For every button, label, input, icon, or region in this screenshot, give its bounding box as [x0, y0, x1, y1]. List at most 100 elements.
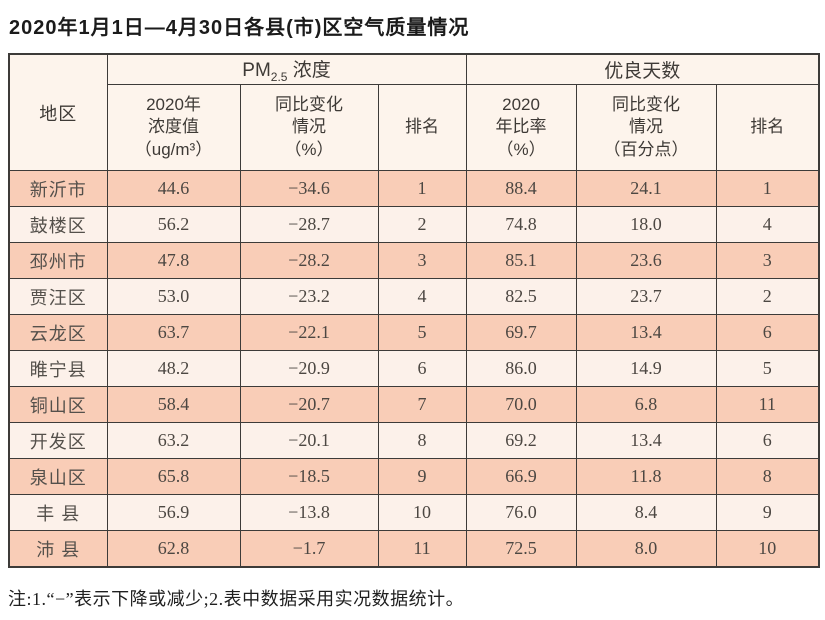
table-header: 地区 PM2.5 浓度 优良天数 2020年 浓度值 （ug/m³） 同比变化 … — [8, 53, 820, 171]
pm-rank-cell: 6 — [377, 350, 467, 387]
region-cell: 沛 县 — [8, 530, 108, 568]
pm-change-cell: −22.1 — [239, 314, 379, 351]
table-row: 开发区 63.2 −20.1 8 69.2 13.4 6 — [8, 422, 820, 459]
pm-value-cell: 53.0 — [106, 278, 241, 315]
good-change-cell: 23.6 — [575, 242, 717, 279]
pm-value-cell: 63.2 — [106, 422, 241, 459]
pm-rank-cell: 11 — [377, 530, 467, 568]
header-pm-rank: 排名 — [377, 84, 467, 171]
good-rate-cell: 72.5 — [465, 530, 577, 568]
header-pm-change: 同比变化 情况 （%） — [239, 84, 379, 171]
region-cell: 新沂市 — [8, 170, 108, 207]
good-rank-cell: 11 — [715, 386, 820, 423]
good-rate-cell: 69.7 — [465, 314, 577, 351]
pm-rank-cell: 9 — [377, 458, 467, 495]
good-change-cell: 8.4 — [575, 494, 717, 531]
pm-change-cell: −28.7 — [239, 206, 379, 243]
pm-value-cell: 58.4 — [106, 386, 241, 423]
table-row: 沛 县 62.8 −1.7 11 72.5 8.0 10 — [8, 530, 820, 568]
page-title: 2020年1月1日—4月30日各县(市)区空气质量情况 — [9, 17, 470, 39]
pm-change-cell: −20.7 — [239, 386, 379, 423]
good-change-cell: 24.1 — [575, 170, 717, 207]
table-row: 丰 县 56.9 −13.8 10 76.0 8.4 9 — [8, 494, 820, 531]
pm-change-cell: −18.5 — [239, 458, 379, 495]
region-cell: 泉山区 — [8, 458, 108, 495]
good-rank-cell: 3 — [715, 242, 820, 279]
region-cell: 邳州市 — [8, 242, 108, 279]
header-pm25-group: PM2.5 浓度 — [106, 53, 467, 85]
header-region: 地区 — [8, 53, 108, 171]
good-change-cell: 14.9 — [575, 350, 717, 387]
table-row: 睢宁县 48.2 −20.9 6 86.0 14.9 5 — [8, 350, 820, 387]
good-rate-cell: 74.8 — [465, 206, 577, 243]
good-rank-cell: 8 — [715, 458, 820, 495]
header-pm-value: 2020年 浓度值 （ug/m³） — [106, 84, 241, 171]
good-change-cell: 11.8 — [575, 458, 717, 495]
table-row: 鼓楼区 56.2 −28.7 2 74.8 18.0 4 — [8, 206, 820, 243]
region-cell: 贾汪区 — [8, 278, 108, 315]
pm-value-cell: 56.2 — [106, 206, 241, 243]
table-row: 云龙区 63.7 −22.1 5 69.7 13.4 6 — [8, 314, 820, 351]
good-change-cell: 13.4 — [575, 314, 717, 351]
table-row: 铜山区 58.4 −20.7 7 70.0 6.8 11 — [8, 386, 820, 423]
good-change-cell: 8.0 — [575, 530, 717, 568]
pm-change-cell: −23.2 — [239, 278, 379, 315]
good-rank-cell: 6 — [715, 314, 820, 351]
good-rate-cell: 69.2 — [465, 422, 577, 459]
pm-rank-cell: 3 — [377, 242, 467, 279]
region-cell: 云龙区 — [8, 314, 108, 351]
pm-value-cell: 56.9 — [106, 494, 241, 531]
pm-rank-cell: 2 — [377, 206, 467, 243]
good-rate-cell: 76.0 — [465, 494, 577, 531]
good-rate-cell: 82.5 — [465, 278, 577, 315]
footnote: 注:1.“−”表示下降或减少;2.表中数据采用实况数据统计。 — [8, 589, 465, 609]
pm-value-cell: 44.6 — [106, 170, 241, 207]
good-rank-cell: 6 — [715, 422, 820, 459]
good-rank-cell: 1 — [715, 170, 820, 207]
region-cell: 鼓楼区 — [8, 206, 108, 243]
pm-rank-cell: 10 — [377, 494, 467, 531]
pm-rank-cell: 4 — [377, 278, 467, 315]
pm25-label-rest: 浓度 — [287, 60, 331, 82]
good-change-cell: 23.7 — [575, 278, 717, 315]
pm-change-cell: −34.6 — [239, 170, 379, 207]
pm-value-cell: 48.2 — [106, 350, 241, 387]
good-change-cell: 6.8 — [575, 386, 717, 423]
header-good-rank: 排名 — [715, 84, 820, 171]
good-rate-cell: 66.9 — [465, 458, 577, 495]
good-rank-cell: 2 — [715, 278, 820, 315]
pm-change-cell: −28.2 — [239, 242, 379, 279]
pm-rank-cell: 8 — [377, 422, 467, 459]
table-row: 贾汪区 53.0 −23.2 4 82.5 23.7 2 — [8, 278, 820, 315]
pm-rank-cell: 7 — [377, 386, 467, 423]
table-row: 邳州市 47.8 −28.2 3 85.1 23.6 3 — [8, 242, 820, 279]
region-cell: 丰 县 — [8, 494, 108, 531]
header-good-rate: 2020 年比率 （%） — [465, 84, 577, 171]
pm-change-cell: −13.8 — [239, 494, 379, 531]
pm-change-cell: −20.9 — [239, 350, 379, 387]
header-good-change: 同比变化 情况 （百分点） — [575, 84, 717, 171]
good-rate-cell: 70.0 — [465, 386, 577, 423]
pm-value-cell: 62.8 — [106, 530, 241, 568]
good-rank-cell: 10 — [715, 530, 820, 568]
good-rank-cell: 5 — [715, 350, 820, 387]
pm25-label-main: PM — [242, 60, 271, 82]
good-rate-cell: 85.1 — [465, 242, 577, 279]
pm-change-cell: −1.7 — [239, 530, 379, 568]
good-rank-cell: 9 — [715, 494, 820, 531]
region-cell: 铜山区 — [8, 386, 108, 423]
pm-value-cell: 63.7 — [106, 314, 241, 351]
header-good-days-group: 优良天数 — [465, 53, 820, 85]
region-cell: 睢宁县 — [8, 350, 108, 387]
pm25-label-subscript: 2.5 — [270, 69, 288, 84]
good-rate-cell: 88.4 — [465, 170, 577, 207]
table-row: 新沂市 44.6 −34.6 1 88.4 24.1 1 — [8, 170, 820, 207]
air-quality-table: 地区 PM2.5 浓度 优良天数 2020年 浓度值 （ug/m³） 同比变化 … — [8, 53, 821, 568]
good-change-cell: 13.4 — [575, 422, 717, 459]
good-change-cell: 18.0 — [575, 206, 717, 243]
pm-value-cell: 47.8 — [106, 242, 241, 279]
region-cell: 开发区 — [8, 422, 108, 459]
table-row: 泉山区 65.8 −18.5 9 66.9 11.8 8 — [8, 458, 820, 495]
good-rank-cell: 4 — [715, 206, 820, 243]
table-body: 新沂市 44.6 −34.6 1 88.4 24.1 1 鼓楼区 56.2 −2… — [8, 170, 820, 568]
